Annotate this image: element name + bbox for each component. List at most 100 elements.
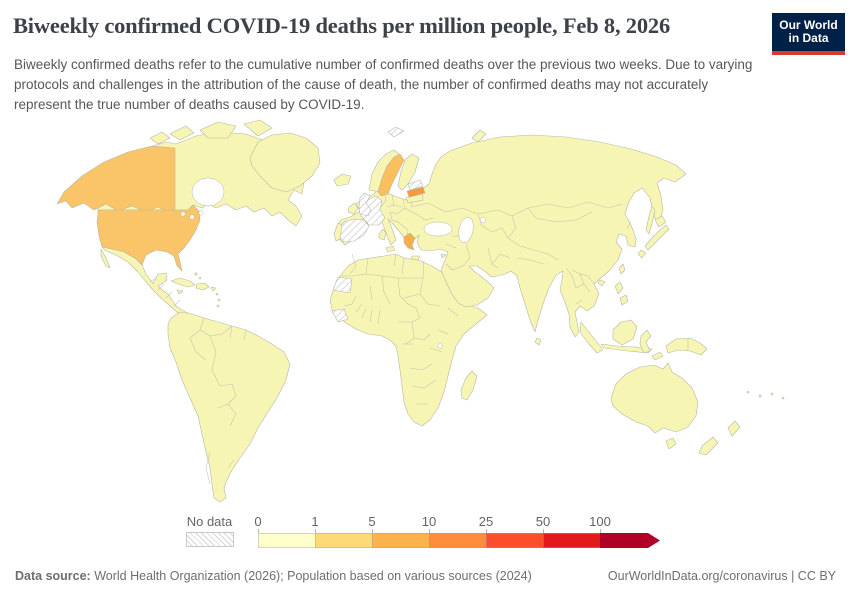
legend-bin-4[interactable] [486, 533, 543, 548]
country-novaya-zemlya[interactable] [471, 129, 487, 143]
no-data-swatch[interactable] [186, 532, 234, 547]
legend-tick-label: 100 [589, 514, 611, 529]
owid-logo-line2: in Data [788, 31, 829, 45]
country-iceland[interactable] [333, 173, 352, 187]
pacific-islands[interactable] [758, 394, 762, 398]
region-africa[interactable] [329, 253, 488, 427]
pacific-islands[interactable] [781, 396, 785, 400]
aral-sea [479, 216, 487, 224]
chart-subtitle: Biweekly confirmed deaths refer to the c… [14, 57, 753, 112]
country-portugal[interactable] [333, 222, 343, 242]
country-philippines[interactable] [614, 281, 629, 306]
footer: Data source: World Health Organization (… [15, 569, 836, 583]
legend-bar [258, 533, 660, 548]
country-australia[interactable] [610, 362, 699, 434]
country-sicily[interactable] [385, 245, 396, 253]
legend-tick-label: 25 [478, 514, 494, 529]
owid-logo-line1: Our World [779, 17, 838, 32]
country-taiwan[interactable] [618, 263, 626, 275]
country-lithuania[interactable] [405, 193, 424, 204]
country-sweden[interactable] [377, 153, 405, 197]
legend-bin-0[interactable] [258, 533, 315, 548]
footer-license-link[interactable]: OurWorldInData.org/coronavirus | CC BY [607, 569, 836, 583]
pacific-islands[interactable] [746, 390, 750, 394]
legend-bin-6[interactable] [600, 533, 660, 548]
legend-scale: 0 1 5 10 25 50 100 [254, 514, 660, 548]
legend-tick-label: 10 [421, 514, 437, 529]
country-latvia[interactable] [406, 186, 426, 198]
country-borneo[interactable] [612, 319, 638, 346]
country-madagascar[interactable] [460, 370, 478, 401]
lesser-antilles[interactable] [215, 292, 219, 296]
country-puerto-rico[interactable] [210, 286, 217, 292]
country-guinea[interactable] [331, 308, 349, 323]
country-jamaica[interactable] [176, 289, 184, 295]
country-timor[interactable] [651, 351, 664, 361]
country-sulawesi[interactable] [639, 329, 652, 354]
country-hainan[interactable] [597, 279, 606, 287]
country-estonia[interactable] [407, 179, 424, 191]
great-lakes [180, 211, 186, 217]
legend-tick-label: 5 [368, 514, 376, 529]
pacific-islands[interactable] [770, 392, 774, 396]
legend-tick-mark [372, 529, 373, 533]
country-cuba[interactable] [170, 277, 196, 288]
footer-source-text: World Health Organization (2026); Popula… [90, 569, 532, 583]
legend-tick-mark [600, 529, 601, 533]
country-western-sahara[interactable] [332, 276, 353, 294]
country-sumatra[interactable] [579, 321, 604, 354]
country-crete[interactable] [410, 255, 421, 261]
region-south-america[interactable] [167, 311, 291, 503]
country-greenland[interactable] [249, 132, 321, 193]
country-spain[interactable] [336, 218, 370, 243]
great-lakes [198, 210, 204, 216]
legend-ticks: 0 1 5 10 25 50 100 [254, 514, 660, 533]
world-map[interactable] [0, 108, 850, 520]
country-japan-hokkaido[interactable] [654, 215, 667, 228]
legend-no-data[interactable]: No data [186, 514, 234, 547]
country-canada-islands[interactable] [149, 119, 273, 145]
country-sakhalin[interactable] [645, 205, 656, 235]
country-bahamas[interactable] [198, 276, 202, 280]
black-sea [423, 221, 453, 237]
country-united-kingdom[interactable] [358, 192, 372, 217]
lesser-antilles[interactable] [216, 304, 220, 308]
country-tasmania[interactable] [665, 437, 677, 450]
country-japan-honshu[interactable] [644, 224, 670, 251]
country-new-zealand-north[interactable] [727, 420, 741, 437]
country-new-guinea[interactable] [665, 337, 708, 356]
legend-tick-label: 0 [254, 514, 262, 529]
great-lakes [189, 214, 195, 220]
caspian-sea [458, 216, 474, 244]
country-japan-kyushu[interactable] [637, 249, 647, 259]
owid-logo[interactable]: Our World in Data [772, 13, 845, 55]
footer-source: Data source: World Health Organization (… [15, 569, 532, 583]
country-svalbard[interactable] [387, 126, 405, 138]
country-ireland[interactable] [347, 202, 359, 215]
country-sardinia[interactable] [378, 228, 387, 241]
legend-bin-5[interactable] [543, 533, 600, 548]
country-greece[interactable] [403, 232, 416, 251]
country-hispaniola[interactable] [195, 282, 210, 291]
region-eurasia[interactable] [335, 134, 687, 338]
page-title: Biweekly confirmed COVID-19 deaths per m… [13, 13, 670, 38]
legend-tick-mark [486, 529, 487, 533]
legend-bin-1[interactable] [315, 533, 372, 548]
country-mexico-central-america[interactable] [101, 246, 191, 319]
lesser-antilles[interactable] [217, 298, 221, 302]
lake-victoria [437, 343, 443, 349]
country-alaska[interactable] [56, 145, 176, 213]
country-new-zealand-south[interactable] [698, 436, 719, 456]
country-bahamas[interactable] [194, 272, 198, 276]
country-baja-peninsula[interactable] [100, 248, 111, 269]
country-borders [149, 189, 689, 485]
legend-bin-3[interactable] [429, 533, 486, 548]
hudson-bay [191, 177, 225, 207]
footer-source-label: Data source: [15, 569, 91, 583]
country-cyprus[interactable] [440, 253, 447, 259]
legend-tick-mark [258, 529, 259, 533]
legend-bin-2[interactable] [372, 533, 429, 548]
country-finland[interactable] [397, 153, 420, 191]
legend-tick-label: 1 [311, 514, 319, 529]
country-sri-lanka[interactable] [534, 337, 542, 346]
